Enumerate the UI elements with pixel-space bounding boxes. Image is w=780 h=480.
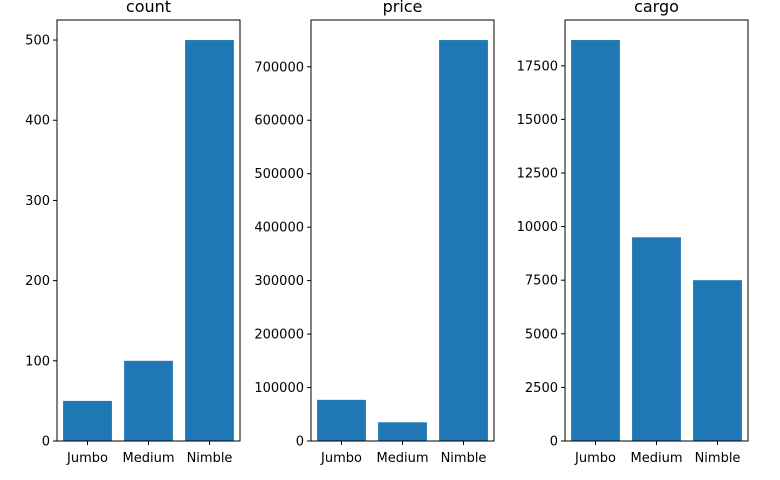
bar-jumbo bbox=[63, 400, 112, 441]
bar-nimble bbox=[693, 280, 742, 441]
y-tick-label: 400 bbox=[25, 114, 50, 129]
y-tick-label: 2500 bbox=[525, 381, 558, 396]
chart-panel-cargo: cargo 0 2500 5000 7500 10000 12500 15000 17500 J… bbox=[517, 0, 749, 466]
bar-nimble bbox=[185, 40, 234, 442]
y-tick-label: 15000 bbox=[517, 113, 558, 128]
y-tick-label: 0 bbox=[296, 435, 304, 450]
chart-title: count bbox=[126, 0, 171, 16]
y-tick-label: 17500 bbox=[517, 59, 558, 74]
y-tick-label: 12500 bbox=[517, 166, 558, 181]
x-tick-label: Nimble bbox=[187, 451, 233, 466]
y-tick-label: 500 bbox=[25, 34, 50, 49]
bar-medium bbox=[378, 422, 427, 441]
x-tick-label: Nimble bbox=[695, 451, 741, 466]
y-tick-label: 0 bbox=[550, 435, 558, 450]
chart-panel-count: count 0 100 200 300 400 500 Jumbo Medium Nimble bbox=[25, 0, 241, 466]
chart-title: price bbox=[383, 0, 423, 16]
x-tick-label: Jumbo bbox=[320, 451, 362, 466]
y-tick-label: 500000 bbox=[254, 167, 304, 182]
bar-nimble bbox=[439, 40, 488, 442]
y-tick-label: 300000 bbox=[254, 274, 304, 289]
chart-panel-price: price 0 100000 200000 300000 400000 500000 600… bbox=[254, 0, 495, 466]
bar-jumbo bbox=[317, 399, 366, 441]
y-tick-label: 10000 bbox=[517, 220, 558, 235]
bar-medium bbox=[124, 360, 173, 441]
y-tick-label: 100000 bbox=[254, 381, 304, 396]
bar-jumbo bbox=[571, 40, 620, 442]
y-tick-label: 200000 bbox=[254, 328, 304, 343]
x-tick-label: Medium bbox=[123, 451, 175, 466]
y-tick-label: 600000 bbox=[254, 114, 304, 129]
x-tick-label: Nimble bbox=[441, 451, 487, 466]
chart-title: cargo bbox=[634, 0, 679, 16]
y-tick-label: 700000 bbox=[254, 60, 304, 75]
y-tick-label: 100 bbox=[25, 354, 50, 369]
y-tick-label: 300 bbox=[25, 194, 50, 209]
y-tick-label: 200 bbox=[25, 274, 50, 289]
y-tick-label: 0 bbox=[42, 435, 50, 450]
x-tick-label: Jumbo bbox=[574, 451, 616, 466]
x-tick-label: Jumbo bbox=[66, 451, 108, 466]
y-tick-label: 5000 bbox=[525, 327, 558, 342]
y-tick-label: 400000 bbox=[254, 221, 304, 236]
x-tick-label: Medium bbox=[631, 451, 683, 466]
bar-medium bbox=[632, 237, 681, 441]
x-tick-label: Medium bbox=[377, 451, 429, 466]
y-tick-label: 7500 bbox=[525, 274, 558, 289]
